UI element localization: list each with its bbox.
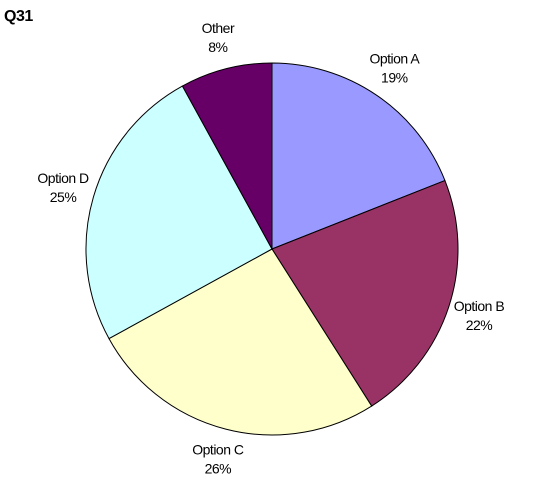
pie-slice <box>271 62 446 250</box>
slice-value-label: 26% <box>205 460 232 476</box>
pie-slice <box>181 62 273 250</box>
slice-label: Option D <box>37 170 89 186</box>
chart-title: Q31 <box>4 8 33 25</box>
slice-value-label: 19% <box>381 70 408 86</box>
pie-slice <box>85 85 273 340</box>
slice-label: Option A <box>369 51 420 67</box>
pie-slice <box>108 248 373 436</box>
slice-label: Other <box>202 20 235 36</box>
slice-label: Option B <box>454 298 505 314</box>
slice-label: Option C <box>192 441 244 457</box>
pie-slice <box>271 179 459 407</box>
slice-value-label: 25% <box>50 189 77 205</box>
slice-value-label: 8% <box>208 39 227 55</box>
slice-value-label: 22% <box>466 317 493 333</box>
